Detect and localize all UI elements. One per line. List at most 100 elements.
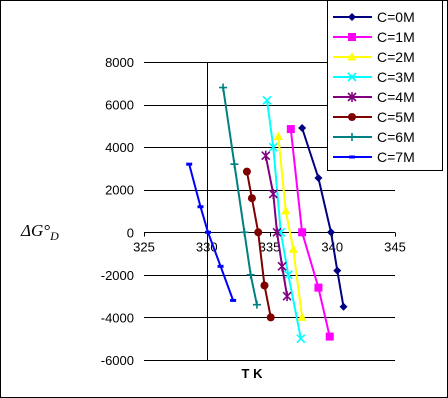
legend-label: C=1M bbox=[377, 29, 415, 45]
data-point-C=5M-shape bbox=[266, 313, 275, 322]
x-tick-label: 345 bbox=[384, 239, 406, 254]
series bbox=[186, 83, 348, 344]
data-point-C=7M bbox=[197, 205, 204, 209]
y-tick-label: -4000 bbox=[101, 310, 134, 325]
data-point-C=0M-shape bbox=[314, 174, 323, 183]
data-point-C=7M bbox=[205, 230, 212, 234]
data-point-C=0M bbox=[314, 174, 323, 183]
data-point-C=6M-shape bbox=[219, 83, 228, 92]
data-point-C=7M bbox=[230, 298, 237, 302]
data-point-C=3M bbox=[262, 95, 272, 105]
legend-label: C=0M bbox=[377, 9, 415, 25]
data-point-C=2M-shape bbox=[273, 131, 283, 140]
series-C=6M bbox=[219, 83, 261, 309]
data-point-C=3M bbox=[268, 142, 278, 152]
data-point-C=0M-shape bbox=[333, 266, 342, 275]
data-point-C=4M-shape bbox=[261, 150, 271, 161]
data-point-C=5M bbox=[247, 194, 256, 203]
data-point-C=5M bbox=[266, 313, 275, 322]
data-point-C=2M bbox=[288, 244, 298, 253]
legend-label: C=6M bbox=[377, 129, 415, 145]
y-tick-label: -2000 bbox=[101, 268, 134, 283]
data-point-C=3M bbox=[296, 334, 306, 344]
y-tick-label: 8000 bbox=[105, 55, 134, 70]
data-point-C=0M bbox=[339, 302, 348, 311]
data-point-C=1M-shape bbox=[325, 332, 334, 341]
data-point-C=4M-shape bbox=[272, 227, 282, 238]
y-tick-label: -6000 bbox=[101, 353, 134, 368]
legend-marker-C=5M-shape bbox=[348, 113, 356, 121]
data-point-C=1M-shape bbox=[314, 283, 323, 292]
data-point-C=5M-shape bbox=[247, 194, 256, 203]
data-point-C=6M bbox=[252, 300, 261, 309]
legend-marker-C=4M-shape bbox=[347, 92, 357, 102]
data-point-C=5M bbox=[242, 167, 251, 176]
legend-marker-C=3M bbox=[347, 72, 357, 82]
data-point-C=1M bbox=[314, 283, 323, 292]
legend-label: C=5M bbox=[377, 109, 415, 125]
data-point-C=0M-shape bbox=[298, 123, 307, 132]
legend-marker-C=1M bbox=[348, 33, 356, 41]
legend-label: C=3M bbox=[377, 69, 415, 85]
y-tick-label: 4000 bbox=[105, 140, 134, 155]
x-tick-label: 335 bbox=[259, 239, 281, 254]
series-line-C=2M bbox=[277, 136, 304, 318]
data-point-C=4M-shape bbox=[277, 261, 287, 272]
legend-marker-C=6M-shape bbox=[348, 133, 356, 141]
legend-marker-C=3M-shape bbox=[347, 72, 357, 82]
legend-label: C=4M bbox=[377, 89, 415, 105]
series-C=3M bbox=[262, 95, 306, 344]
legend-marker-C=1M-shape bbox=[348, 33, 356, 41]
data-point-C=4M bbox=[282, 291, 292, 302]
legend-marker-C=6M bbox=[348, 133, 356, 141]
data-point-C=7M-shape bbox=[205, 230, 212, 234]
data-point-C=3M-shape bbox=[283, 270, 293, 280]
x-axis-title: T K bbox=[242, 366, 264, 381]
data-point-C=2M-shape bbox=[288, 244, 298, 253]
legend: C=0M C=1M C=2M C=3M C=4M C=5M C=6M C=7M bbox=[327, 0, 443, 171]
data-point-C=2M-shape bbox=[297, 312, 307, 321]
data-point-C=0M-shape bbox=[326, 228, 335, 237]
data-point-C=3M bbox=[283, 270, 293, 280]
y-axis-title: ΔG°D bbox=[20, 221, 59, 243]
series-line-C=1M bbox=[289, 128, 331, 337]
data-point-C=0M-shape bbox=[339, 302, 348, 311]
data-point-C=5M-shape bbox=[260, 281, 269, 290]
data-point-C=4M bbox=[272, 227, 282, 238]
legend-box bbox=[327, 0, 443, 171]
data-point-C=2M bbox=[273, 131, 283, 140]
data-point-C=6M bbox=[230, 160, 239, 169]
data-point-C=4M bbox=[277, 261, 287, 272]
legend-marker-C=2M-shape bbox=[347, 52, 357, 61]
data-point-C=1M-shape bbox=[286, 125, 295, 134]
data-point-C=7M-shape bbox=[217, 264, 224, 268]
data-point-C=3M-shape bbox=[268, 142, 278, 152]
series-C=7M bbox=[186, 162, 237, 302]
data-point-C=6M bbox=[246, 270, 255, 279]
data-point-C=4M-shape bbox=[282, 291, 292, 302]
data-point-C=6M-shape bbox=[230, 160, 239, 169]
data-point-C=0M bbox=[333, 266, 342, 275]
legend-marker-C=7M-shape bbox=[349, 155, 355, 159]
series-C=5M bbox=[242, 167, 275, 322]
x-tick-label: 340 bbox=[321, 239, 343, 254]
data-point-C=7M-shape bbox=[197, 205, 204, 209]
data-point-C=5M-shape bbox=[242, 167, 251, 176]
legend-marker-C=0M-shape bbox=[348, 13, 356, 21]
data-point-C=3M-shape bbox=[262, 95, 272, 105]
series-C=1M bbox=[286, 125, 334, 341]
data-point-C=2M-shape bbox=[281, 206, 291, 215]
data-point-C=6M bbox=[219, 83, 228, 92]
data-point-C=2M bbox=[281, 206, 291, 215]
data-point-C=4M bbox=[261, 150, 271, 161]
data-point-C=6M bbox=[240, 228, 249, 237]
data-point-C=6M-shape bbox=[246, 270, 255, 279]
data-point-C=1M-shape bbox=[298, 228, 307, 237]
data-point-C=0M bbox=[298, 123, 307, 132]
data-point-C=7M-shape bbox=[186, 162, 193, 166]
legend-marker-C=7M bbox=[349, 155, 355, 159]
data-point-C=4M-shape bbox=[268, 188, 278, 199]
data-point-C=6M-shape bbox=[240, 228, 249, 237]
data-point-C=0M bbox=[326, 228, 335, 237]
data-point-C=2M bbox=[297, 312, 307, 321]
